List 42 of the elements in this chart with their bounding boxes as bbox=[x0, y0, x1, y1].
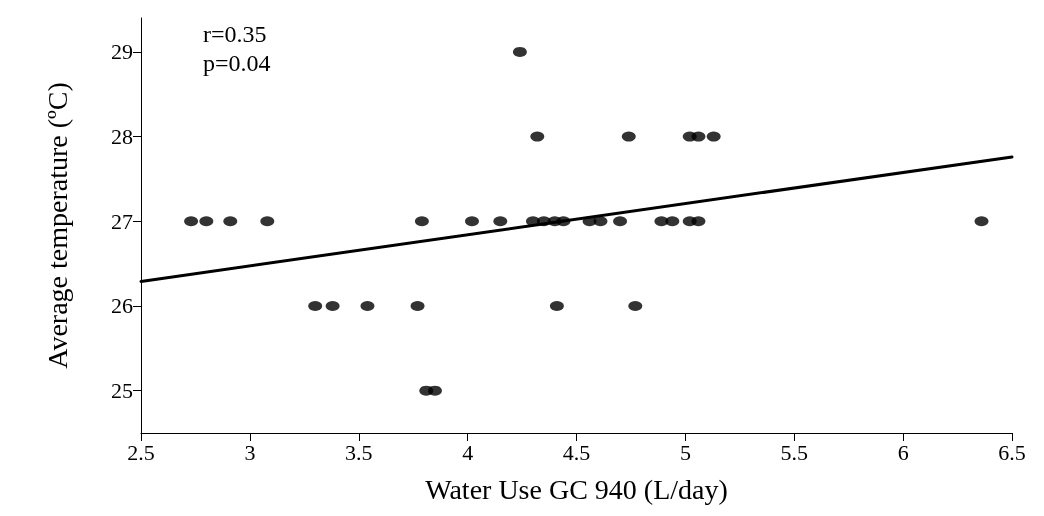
x-tick-label: 2.5 bbox=[127, 439, 155, 465]
point bbox=[530, 131, 545, 142]
annotation: p=0.04 bbox=[203, 50, 271, 76]
point bbox=[325, 300, 340, 311]
point bbox=[427, 385, 442, 396]
x-tick-label: 5 bbox=[679, 439, 691, 465]
point bbox=[628, 300, 643, 311]
x-tick-label: 4 bbox=[462, 439, 474, 465]
x-tick-label: 6 bbox=[897, 439, 909, 465]
point bbox=[308, 300, 323, 311]
point bbox=[613, 216, 628, 227]
x-tick-label: 4.5 bbox=[562, 439, 591, 465]
point bbox=[493, 216, 508, 227]
annotation: r=0.35 bbox=[203, 21, 267, 47]
point bbox=[665, 216, 680, 227]
y-axis-title: Average temperature (ºC) bbox=[41, 82, 73, 369]
x-tick-label: 3.5 bbox=[345, 439, 373, 465]
point bbox=[184, 216, 199, 227]
point bbox=[621, 131, 636, 142]
point bbox=[691, 131, 706, 142]
y-tick-label: 26 bbox=[111, 293, 133, 319]
x-axis-title: Water Use GC 940 (L/day) bbox=[425, 473, 728, 505]
y-tick-label: 28 bbox=[111, 124, 133, 150]
point bbox=[414, 216, 429, 227]
y-tick-label: 29 bbox=[111, 39, 133, 65]
point bbox=[512, 46, 527, 57]
point bbox=[974, 216, 989, 227]
x-tick-label: 3 bbox=[244, 439, 256, 465]
y-tick-label: 27 bbox=[111, 208, 133, 234]
point bbox=[223, 216, 238, 227]
y-tick-label: 25 bbox=[111, 378, 133, 404]
point bbox=[549, 300, 564, 311]
point bbox=[199, 216, 214, 227]
x-tick-label: 6.5 bbox=[998, 439, 1026, 465]
point bbox=[593, 216, 608, 227]
point bbox=[360, 300, 375, 311]
point bbox=[691, 216, 706, 227]
point bbox=[706, 131, 721, 142]
x-tick-label: 5.5 bbox=[780, 439, 808, 465]
point bbox=[464, 216, 479, 227]
point bbox=[260, 216, 275, 227]
point bbox=[410, 300, 425, 311]
